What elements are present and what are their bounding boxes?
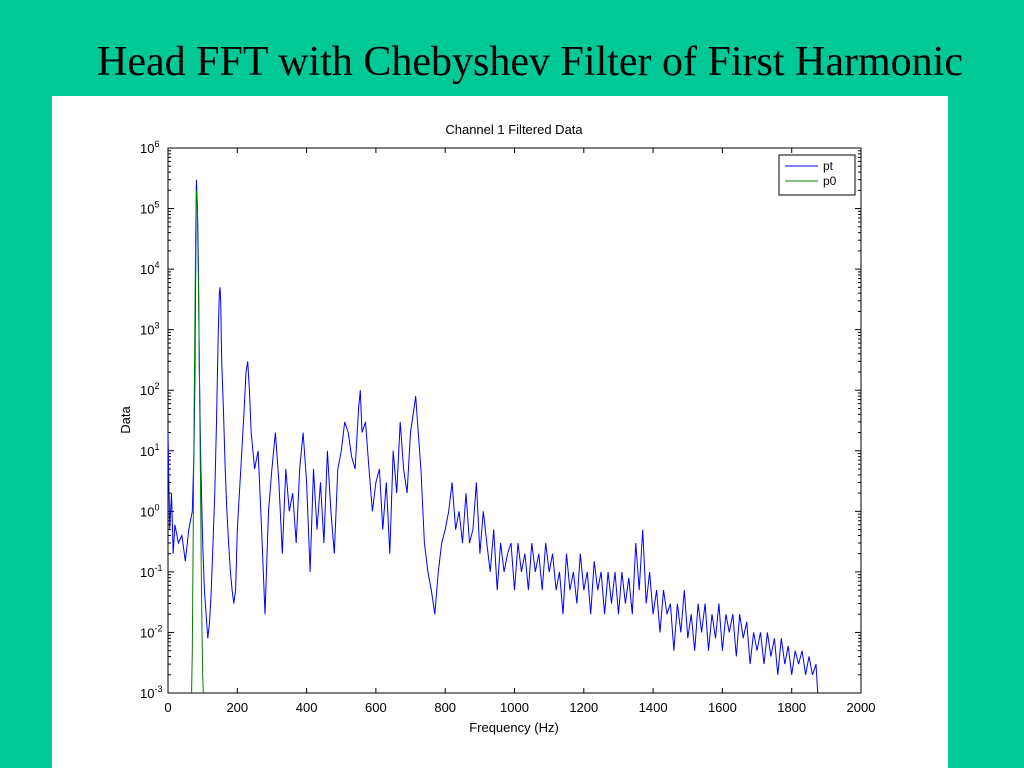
y-tick-label: 10-3 [140,684,162,701]
x-tick-label: 1200 [569,700,598,715]
series-layer [167,179,819,694]
fft-chart: Channel 1 Filtered Data 0 200 400 600 800 100… [118,122,875,735]
y-tick-label: 102 [140,381,159,398]
legend-label: p0 [823,174,837,188]
y-tick-label: 101 [140,442,159,459]
x-tick-label: 400 [296,700,318,715]
y-tick-label: 10-1 [140,563,162,580]
x-tick-label: 1600 [708,700,737,715]
series-line-p0 [191,190,204,694]
x-tick-label: 0 [164,700,171,715]
chart-title: Channel 1 Filtered Data [445,122,583,137]
x-tick-label: 1800 [777,700,806,715]
y-tick-label: 105 [140,200,159,217]
x-tick-label: 2000 [847,700,876,715]
y-tick-label: 10-2 [140,623,162,640]
figure-panel: Channel 1 Filtered Data 0 200 400 600 800 100… [52,96,948,768]
x-axis: 0 200 400 600 800 1000 1200 1400 1600 1800 2000 [164,148,875,715]
legend-box [778,154,856,196]
y-axis: 10-3 10-2 10-1 100 101 102 103 104 105 106 [140,139,861,701]
x-tick-label: 1000 [500,700,529,715]
x-tick-label: 800 [434,700,456,715]
y-tick-label: 100 [140,502,159,519]
plot-area [167,147,862,694]
x-tick-label: 600 [365,700,387,715]
series-line-pt [167,179,819,694]
y-tick-label: 106 [140,139,159,156]
x-tick-label: 200 [226,700,248,715]
x-axis-label: Frequency (Hz) [469,720,559,735]
legend-label: pt [823,159,834,173]
y-axis-label: Data [118,406,133,434]
y-tick-label: 104 [140,260,159,277]
slide-title: Head FFT with Chebyshev Filter of First … [97,39,963,85]
x-tick-label: 1400 [639,700,668,715]
y-tick-label: 103 [140,321,159,338]
